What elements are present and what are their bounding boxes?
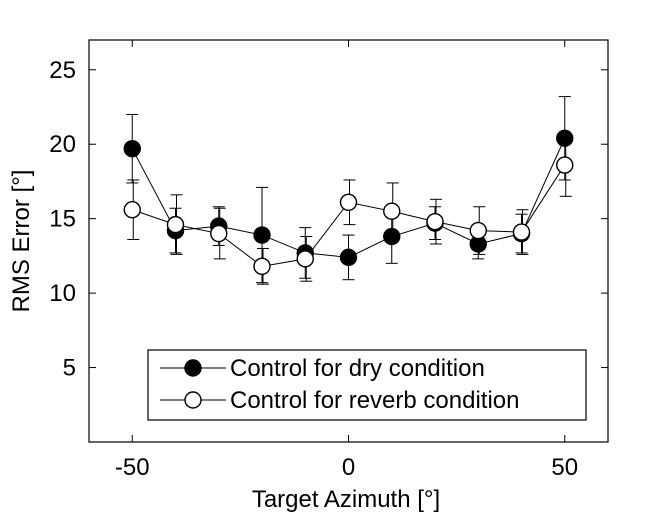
data-point [469, 221, 487, 240]
data-point [339, 248, 358, 267]
x-tick-label: -50 [115, 454, 150, 481]
y-axis-ticks: 5 10 15 20 25 [49, 57, 608, 382]
series-layer [123, 96, 574, 285]
data-point [253, 257, 271, 276]
legend: Control for dry condition Control for re… [147, 349, 587, 421]
y-tick-label: 25 [49, 57, 76, 84]
legend-box [147, 349, 587, 421]
x-tick-label: 50 [551, 454, 578, 481]
data-point [512, 223, 531, 241]
y-tick-label: 10 [49, 280, 76, 307]
data-point [210, 224, 228, 243]
legend-label-reverb: Control for reverb condition [230, 387, 519, 414]
data-point [383, 202, 401, 220]
data-point [296, 250, 314, 268]
x-axis-ticks: -50 0 50 [115, 40, 578, 481]
data-point [123, 139, 141, 158]
data-point [426, 212, 444, 231]
data-point [253, 226, 271, 244]
x-axis-label: Target Azimuth [°] [252, 486, 440, 513]
data-point [339, 193, 358, 211]
series-markers-1 [123, 156, 574, 276]
data-point [556, 129, 574, 147]
legend-label-dry: Control for dry condition [230, 355, 485, 382]
y-tick-label: 5 [63, 355, 76, 382]
y-tick-label: 20 [49, 131, 76, 158]
y-tick-label: 15 [49, 206, 76, 233]
y-axis-label: RMS Error [°] [8, 170, 35, 313]
data-point [123, 201, 141, 219]
data-point [166, 215, 185, 234]
legend-marker-reverb [184, 391, 202, 409]
data-point [383, 227, 401, 246]
x-tick-label: 0 [342, 454, 355, 481]
legend-marker-dry [184, 359, 202, 377]
data-point [556, 156, 574, 174]
